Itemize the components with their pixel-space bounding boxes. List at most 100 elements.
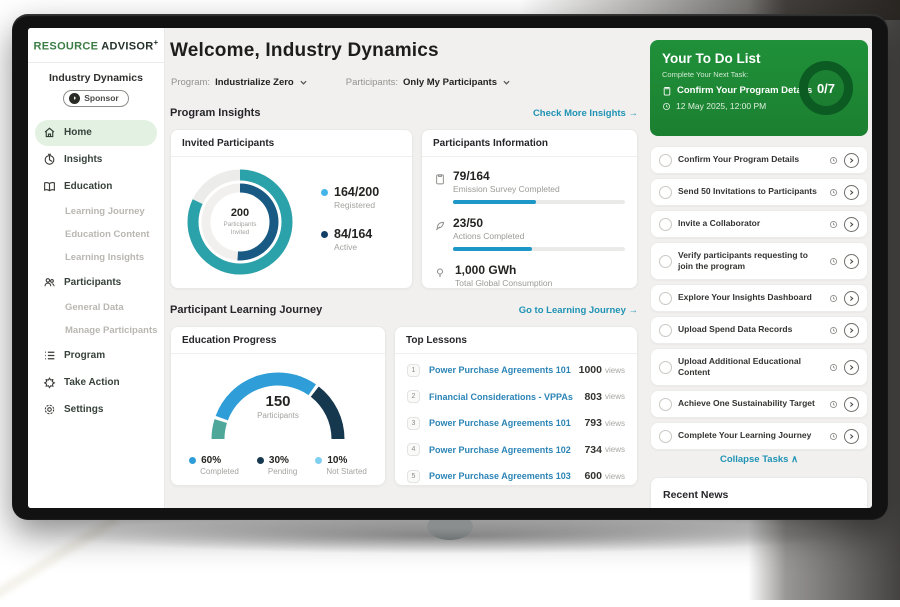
task-row[interactable]: Verify participants requesting to join t… xyxy=(650,242,868,280)
sidebar-item-participants[interactable]: Participants xyxy=(28,269,164,296)
lesson-link[interactable]: Power Purchase Agreements 101 xyxy=(429,365,571,376)
gauge-segment xyxy=(215,372,316,421)
lesson-row[interactable]: 4 Power Purchase Agreements 102 734 view… xyxy=(395,437,637,464)
sidebar-item-program[interactable]: Program xyxy=(28,342,164,369)
recent-news-card: Recent News xyxy=(650,477,868,508)
section-title: Program Insights xyxy=(170,107,261,119)
lesson-link[interactable]: Power Purchase Agreements 101 xyxy=(429,418,571,429)
task-label: Send 50 Invitations to Participants xyxy=(678,186,817,197)
task-row[interactable]: Invite a Collaborator xyxy=(650,210,868,238)
task-open-button[interactable] xyxy=(844,359,859,375)
sponsor-badge[interactable]: ◗ Sponsor xyxy=(63,89,129,107)
education-progress-card: Education Progress 150 Participants 60% … xyxy=(170,326,386,486)
sidebar-item-education[interactable]: Education xyxy=(28,173,164,200)
lesson-rank: 2 xyxy=(407,390,420,404)
task-checkbox[interactable] xyxy=(659,360,672,374)
logo-primary: RESOURCE xyxy=(33,40,99,53)
task-label: Explore Your Insights Dashboard xyxy=(678,292,812,303)
sidebar-item-label: Settings xyxy=(64,403,104,415)
lesson-row[interactable]: 2 Financial Considerations - VPPAs 803 v… xyxy=(395,384,637,411)
metric-label: Total Global Consumption xyxy=(455,278,553,288)
task-row[interactable]: Complete Your Learning Journey xyxy=(650,422,868,450)
todo-subtitle: Complete Your Next Task: xyxy=(662,70,749,79)
chevron-right-icon xyxy=(849,327,854,333)
sidebar-item-insights[interactable]: Insights xyxy=(28,146,164,173)
sidebar-item-manage-participants[interactable]: Manage Participants xyxy=(28,319,164,342)
lesson-link[interactable]: Financial Considerations - VPPAs xyxy=(429,391,573,402)
task-row[interactable]: Explore Your Insights Dashboard xyxy=(650,284,868,312)
lesson-row[interactable]: 1 Power Purchase Agreements 101 1000 vie… xyxy=(395,357,637,384)
task-checkbox[interactable] xyxy=(659,254,672,268)
task-checkbox[interactable] xyxy=(659,185,672,199)
metric-emission-survey: 79/164 Emission Survey Completed xyxy=(422,169,637,204)
task-row[interactable]: Upload Additional Educational Content xyxy=(650,348,868,386)
task-row[interactable]: Confirm Your Program Details xyxy=(650,146,868,174)
task-row[interactable]: Achieve One Sustainability Target xyxy=(650,390,868,418)
home-icon xyxy=(44,127,55,138)
sidebar-item-learning-insights[interactable]: Learning Insights xyxy=(28,246,164,269)
lesson-row[interactable]: 3 Power Purchase Agreements 101 793 view… xyxy=(395,410,637,437)
task-checkbox[interactable] xyxy=(659,217,672,231)
task-open-button[interactable] xyxy=(844,290,859,306)
participants-filter[interactable]: Participants: Only My Participants xyxy=(346,77,511,88)
sidebar-item-take-action[interactable]: Take Action xyxy=(28,369,164,396)
survey-icon xyxy=(436,174,444,185)
chevron-right-icon xyxy=(849,258,854,264)
sidebar-item-label: Take Action xyxy=(64,376,120,388)
task-checkbox[interactable] xyxy=(659,153,672,167)
check-more-insights-link[interactable]: Check More Insights → xyxy=(532,107,638,119)
lesson-link[interactable]: Power Purchase Agreements 103 xyxy=(429,471,571,482)
program-filter-value: Industrialize Zero xyxy=(215,77,294,88)
task-open-button[interactable] xyxy=(844,428,859,444)
task-checkbox[interactable] xyxy=(659,429,672,443)
views-suffix: views xyxy=(604,471,625,481)
task-row[interactable]: Upload Spend Data Records xyxy=(650,316,868,344)
invited-participants-donut: 200 Participants Invited xyxy=(181,163,299,281)
task-checkbox[interactable] xyxy=(659,323,672,337)
collapse-tasks-link[interactable]: Collapse Tasks ∧ xyxy=(719,454,799,465)
sidebar-item-label: Program xyxy=(64,349,106,361)
participants-filter-label: Participants: xyxy=(345,77,399,88)
clock-icon xyxy=(829,294,838,303)
legend-dot xyxy=(256,457,264,464)
progress-track xyxy=(453,200,625,204)
participants-information-card: Participants Information 79/164 Emission… xyxy=(421,129,638,289)
registered-arc xyxy=(187,169,293,275)
legend-registered: 164/200 Registered xyxy=(321,185,379,210)
sidebar-item-learning-journey[interactable]: Learning Journey xyxy=(28,200,164,223)
task-open-button[interactable] xyxy=(844,216,859,232)
lesson-link[interactable]: Power Purchase Agreements 102 xyxy=(429,444,571,455)
sidebar-item-settings[interactable]: Settings xyxy=(28,396,164,423)
task-open-button[interactable] xyxy=(844,184,859,200)
sidebar-item-label: Learning Insights xyxy=(65,251,145,263)
task-open-button[interactable] xyxy=(844,152,859,168)
task-open-button[interactable] xyxy=(844,396,859,412)
task-open-button[interactable] xyxy=(844,253,859,269)
lesson-rank: 4 xyxy=(407,443,420,457)
legend-label: Registered xyxy=(334,200,376,210)
sidebar-item-general-data[interactable]: General Data xyxy=(28,296,164,319)
task-checkbox[interactable] xyxy=(659,397,672,411)
task-open-button[interactable] xyxy=(844,322,859,338)
page-title: Welcome, Industry Dynamics xyxy=(170,40,439,61)
legend-completed: 60% Completed xyxy=(189,455,239,476)
task-label: Upload Spend Data Records xyxy=(678,324,793,335)
sidebar-item-education-content[interactable]: Education Content xyxy=(28,223,164,246)
legend-dot xyxy=(315,457,323,464)
sidebar-item-home[interactable]: Home xyxy=(35,119,157,146)
program-filter[interactable]: Program: Industrialize Zero xyxy=(171,77,308,88)
task-icon xyxy=(663,86,671,95)
chevron-up-icon: ∧ xyxy=(791,454,799,465)
task-checkbox[interactable] xyxy=(659,291,672,305)
lesson-rank: 1 xyxy=(407,363,420,377)
filter-bar: Program: Industrialize Zero Participants… xyxy=(171,77,511,88)
task-label: Invite a Collaborator xyxy=(678,218,761,229)
card-title: Education Progress xyxy=(171,327,385,354)
todo-progress-ring: 0/7 xyxy=(795,57,857,119)
task-label: Confirm Your Program Details xyxy=(678,154,800,165)
legend-dot xyxy=(189,457,197,464)
go-to-learning-journey-link[interactable]: Go to Learning Journey → xyxy=(518,304,638,316)
task-row[interactable]: Send 50 Invitations to Participants xyxy=(650,178,868,206)
lesson-row[interactable]: 5 Power Purchase Agreements 103 600 view… xyxy=(395,463,637,490)
legend-dot xyxy=(321,188,328,196)
